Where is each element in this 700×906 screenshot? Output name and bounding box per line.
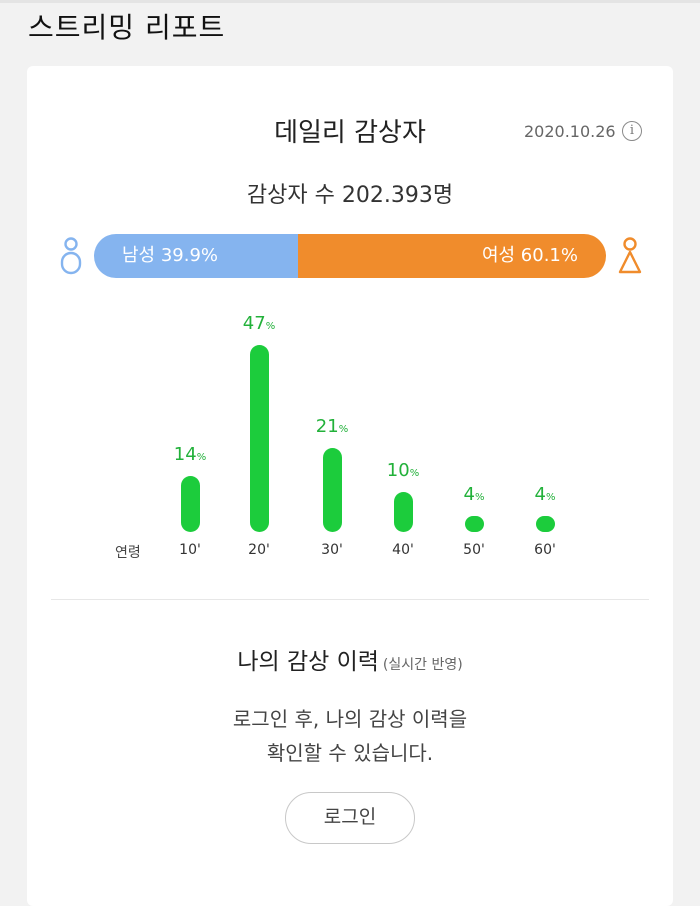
- top-divider: [0, 0, 700, 3]
- section-divider: [51, 599, 649, 600]
- age-bar-value-3: 10%: [386, 460, 420, 482]
- info-icon[interactable]: i: [622, 121, 642, 141]
- age-bar-1: [249, 345, 269, 532]
- login-button[interactable]: 로그인: [285, 792, 415, 844]
- daily-viewers-title: 데일리 감상자: [274, 118, 426, 148]
- age-tick-label-3: 40': [392, 542, 414, 558]
- login-prompt-line2: 확인할 수 있습니다.: [266, 741, 434, 765]
- female-ratio-label: 여성 60.1%: [481, 245, 578, 266]
- female-person-icon: [618, 237, 642, 274]
- report-date: 2020.10.26: [524, 122, 616, 141]
- age-bar-chart: 연령 14% 10' 47% 20' 21% 30' 10% 40' 4% 50' 4% 60': [27, 306, 673, 566]
- history-title: 나의 감상 이력: [237, 649, 379, 675]
- age-bar-5: [535, 516, 555, 532]
- report-card: 데일리 감상자 2020.10.26 i 감상자 수 202.393명 남성 3…: [27, 66, 673, 906]
- age-bar-value-1: 47%: [242, 313, 276, 334]
- age-bar-3: [393, 492, 413, 532]
- age-tick-label-2: 30': [321, 542, 343, 558]
- age-tick-label-5: 60': [534, 542, 556, 558]
- age-bar-value-5: 4%: [534, 484, 556, 506]
- male-person-icon: [60, 237, 82, 275]
- age-bar-0: [180, 476, 200, 532]
- age-tick-label-1: 20': [248, 542, 270, 558]
- age-bar-value-2: 21%: [315, 416, 349, 438]
- page-title: 스트리밍 리포트: [28, 11, 226, 44]
- age-bar-2: [322, 448, 342, 532]
- history-note: (실시간 반영): [382, 657, 463, 673]
- login-prompt-line1: 로그인 후, 나의 감상 이력을: [232, 707, 468, 731]
- age-bar-4: [464, 516, 484, 532]
- age-axis-label: 연령: [115, 545, 141, 561]
- male-ratio-label: 남성 39.9%: [122, 245, 219, 266]
- age-bar-value-0: 14%: [173, 444, 207, 466]
- history-heading: 나의 감상 이력 (실시간 반영): [27, 642, 673, 676]
- age-bar-value-4: 4%: [463, 484, 485, 506]
- male-segment: 남성 39.9%: [94, 234, 299, 278]
- viewer-count: 감상자 수 202.393명: [246, 183, 454, 208]
- female-segment: 여성 60.1%: [298, 234, 606, 278]
- age-tick-label-4: 50': [463, 542, 485, 558]
- gender-ratio-bar: 남성 39.9% 여성 60.1%: [94, 234, 606, 278]
- age-tick-label-0: 10': [179, 542, 201, 558]
- login-prompt: 로그인 후, 나의 감상 이력을 확인할 수 있습니다.: [27, 702, 673, 770]
